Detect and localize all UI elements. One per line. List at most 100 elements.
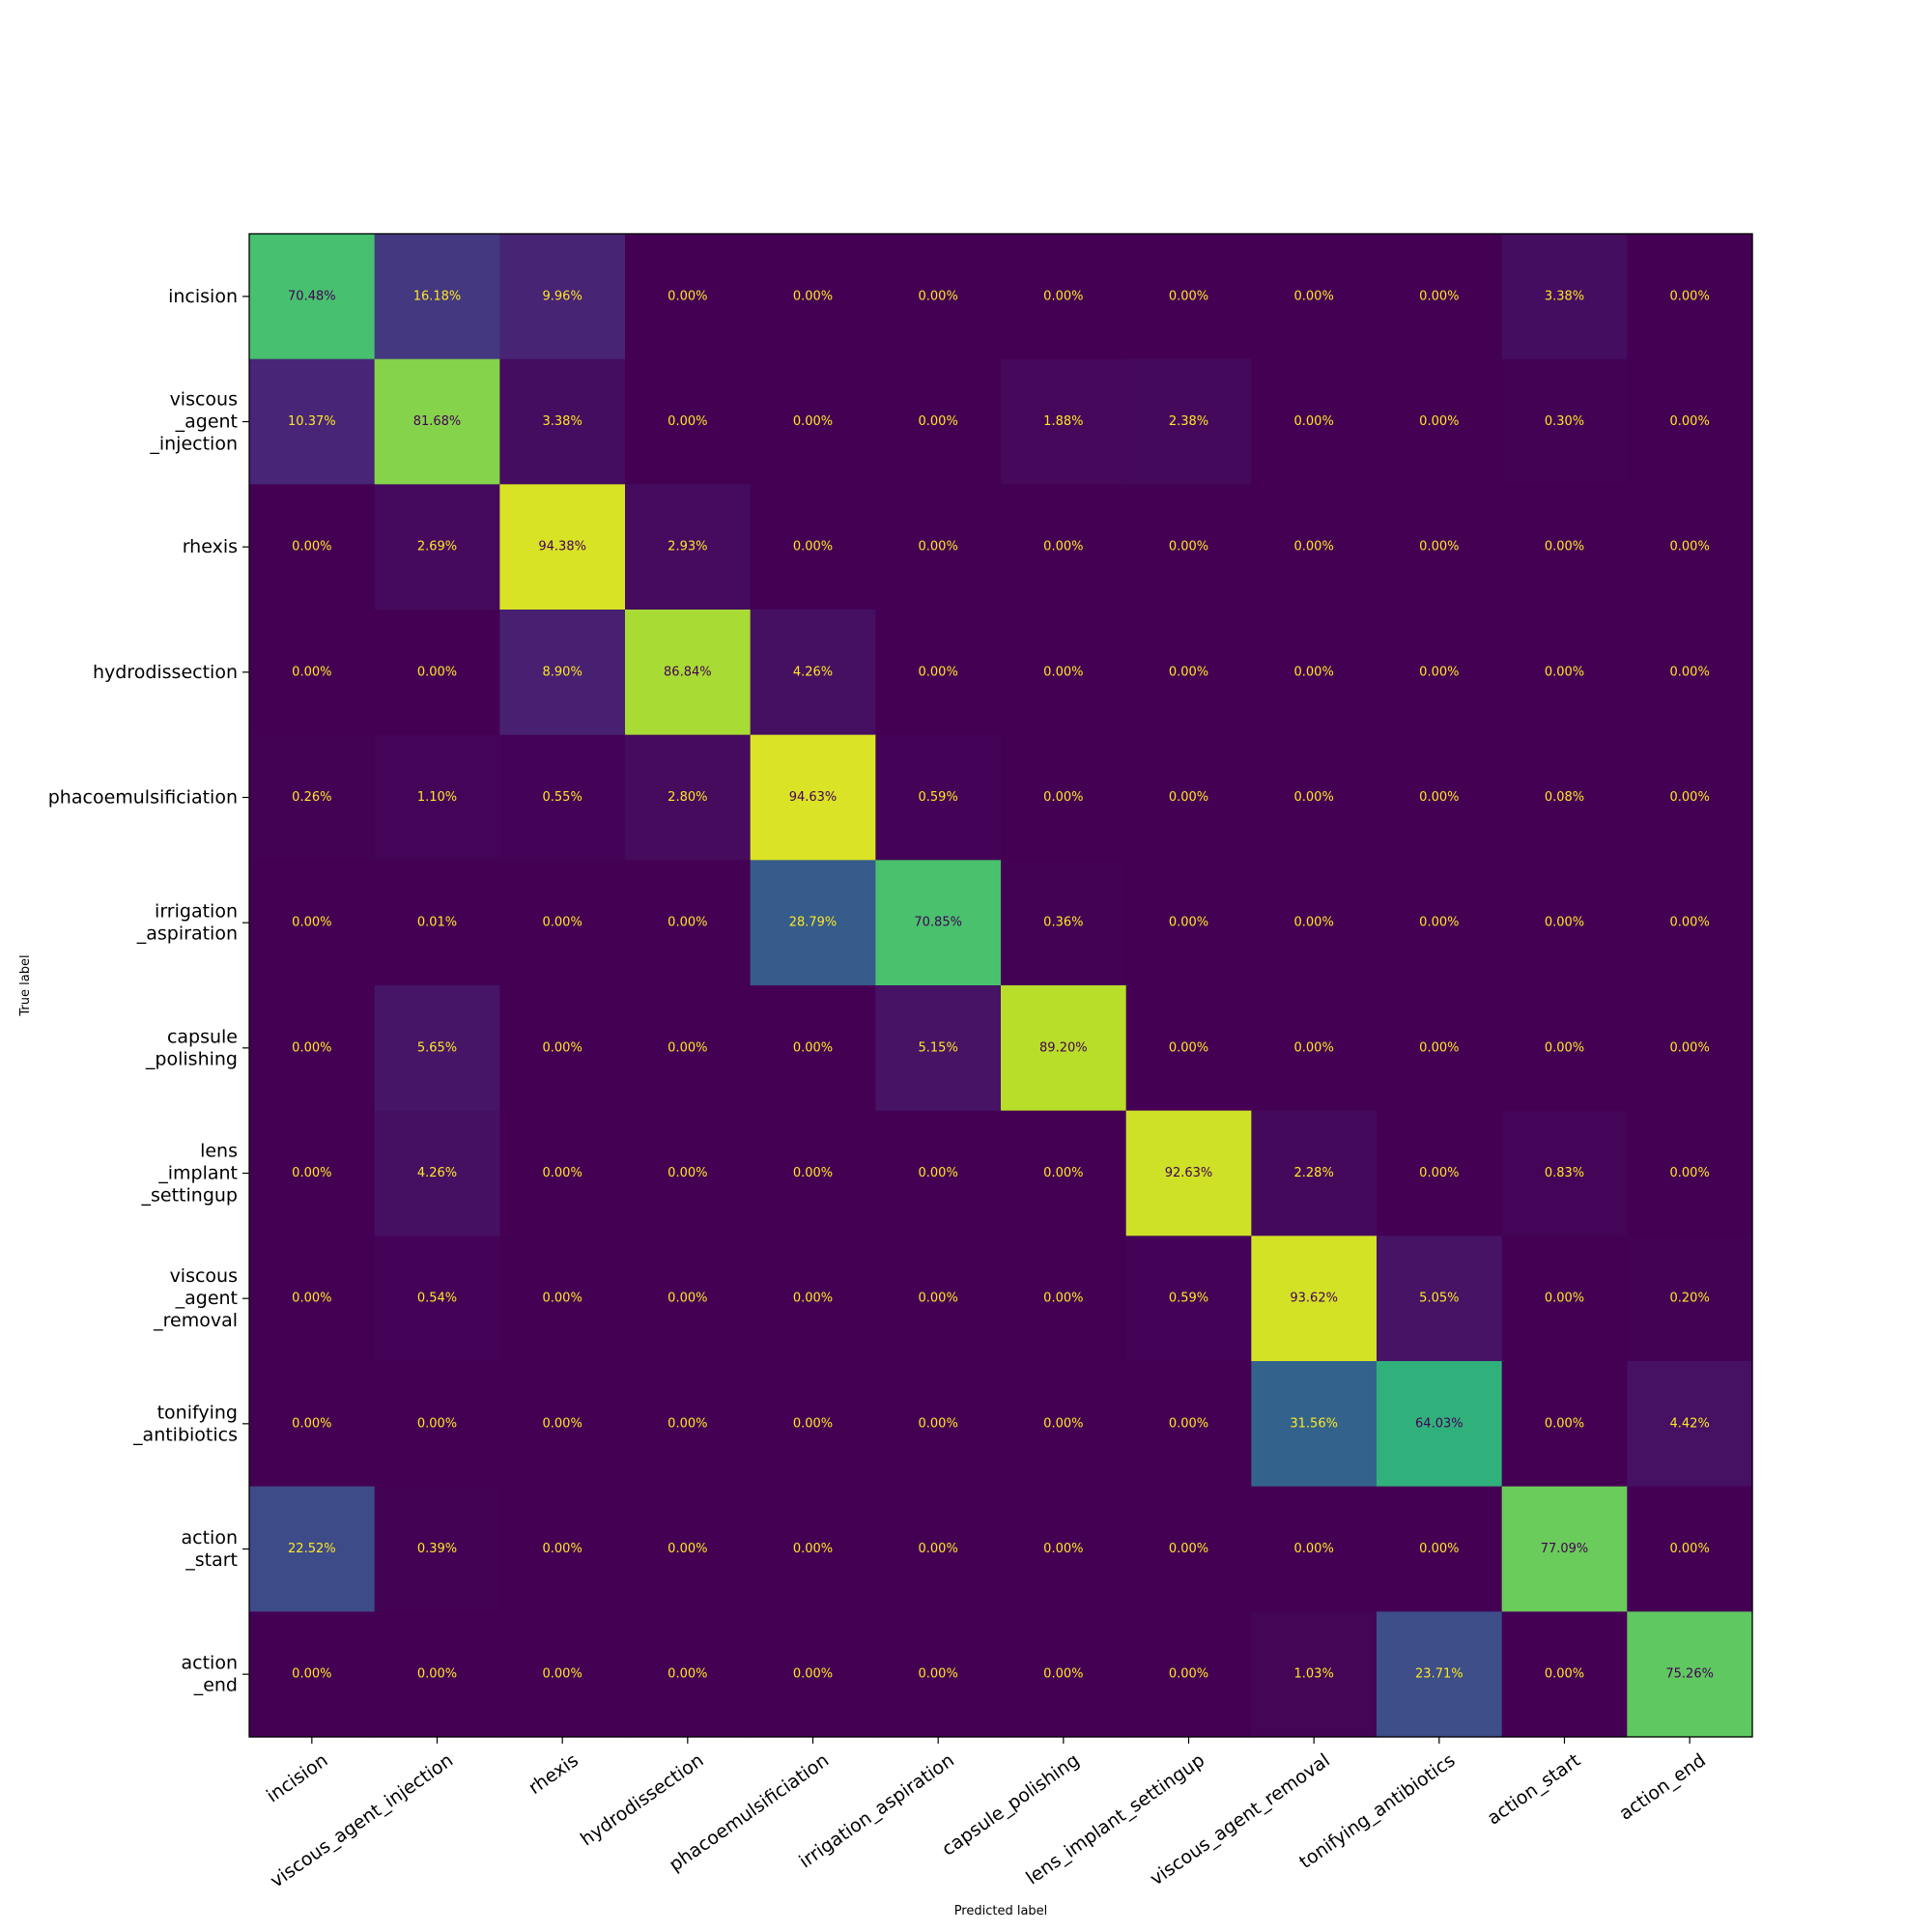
heatmap-cell-label: 0.00%	[1545, 1667, 1584, 1682]
heatmap-cell	[625, 985, 752, 1112]
heatmap-cell	[1627, 1361, 1753, 1488]
heatmap-cell	[625, 1486, 752, 1612]
heatmap-cell	[1377, 860, 1503, 986]
heatmap-cell	[499, 1611, 626, 1738]
heatmap-cell	[1627, 1486, 1753, 1612]
heatmap-cell-label: 4.26%	[417, 1166, 457, 1180]
heatmap-cell-label: 31.56%	[1290, 1416, 1338, 1431]
heatmap-cell-label: 0.00%	[793, 1667, 833, 1682]
heatmap-cell	[1627, 358, 1753, 485]
heatmap-cell	[1501, 1611, 1628, 1738]
x-tick-label: rhexis	[525, 1749, 582, 1799]
heatmap-cells	[249, 234, 1753, 1738]
heatmap-cell-label: 4.42%	[1670, 1416, 1710, 1431]
heatmap-cell-label: 0.00%	[1294, 1040, 1334, 1055]
heatmap-cell-label: 0.00%	[1169, 1040, 1208, 1055]
heatmap-cell	[625, 610, 752, 736]
heatmap-cell-label: 0.30%	[1545, 414, 1584, 429]
heatmap-cell-label: 0.00%	[1545, 540, 1584, 554]
heatmap-cell	[1501, 1361, 1628, 1488]
heatmap-cell	[1251, 1361, 1378, 1488]
heatmap-cell-label: 2.38%	[1169, 414, 1208, 429]
heatmap-cell-label: 0.00%	[919, 1542, 958, 1556]
heatmap-cell-label: 0.00%	[1294, 665, 1334, 679]
heatmap-cell-label: 89.20%	[1039, 1040, 1088, 1055]
heatmap-cell	[625, 358, 752, 485]
heatmap-cell	[1001, 1361, 1127, 1488]
x-tick-label: action_start	[1484, 1749, 1585, 1829]
heatmap-cell-label: 0.00%	[793, 540, 833, 554]
heatmap-cell	[374, 610, 500, 736]
heatmap-cell	[249, 358, 376, 485]
heatmap-cell-label: 0.00%	[292, 665, 331, 679]
heatmap-cell	[1001, 860, 1127, 986]
heatmap-cell	[249, 734, 376, 861]
heatmap-cell	[249, 1361, 376, 1488]
y-tick-label: tonifying _antibiotics	[132, 1402, 238, 1445]
heatmap-cell-label: 0.00%	[1169, 1667, 1208, 1682]
heatmap-cell	[1251, 1611, 1378, 1738]
heatmap-cell-label: 70.85%	[914, 916, 962, 930]
heatmap-cell-label: 0.00%	[1294, 414, 1334, 429]
heatmap-cell-label: 0.00%	[1419, 1166, 1459, 1180]
heatmap-cell	[1501, 1486, 1628, 1612]
heatmap-cell	[750, 1486, 876, 1612]
heatmap-cell	[1125, 1361, 1252, 1488]
heatmap-cell-label: 2.28%	[1294, 1166, 1334, 1180]
heatmap-cell-label: 94.38%	[538, 540, 586, 554]
heatmap-cell-label: 2.93%	[668, 540, 707, 554]
heatmap-cell	[875, 1611, 1002, 1738]
heatmap-cell-label: 3.38%	[543, 414, 582, 429]
heatmap-cell-label: 0.00%	[1670, 414, 1710, 429]
y-tick-label: irrigation _aspiration	[136, 901, 238, 945]
heatmap-cell	[1501, 985, 1628, 1112]
x-tick-label: action_end	[1615, 1749, 1710, 1825]
y-axis-label: True label	[18, 954, 33, 1016]
heatmap-cell-label: 0.26%	[292, 790, 331, 805]
heatmap-cell-label: 81.68%	[413, 414, 462, 429]
heatmap-cell-label: 0.00%	[543, 1667, 582, 1682]
heatmap-cell-label: 0.00%	[1043, 665, 1083, 679]
heatmap-cell	[1001, 234, 1127, 360]
heatmap-cell	[1125, 1236, 1252, 1362]
heatmap-cell-label: 0.00%	[1419, 790, 1459, 805]
heatmap-cell-label: 64.03%	[1415, 1416, 1463, 1431]
heatmap-cell	[1501, 610, 1628, 736]
heatmap-cell-label: 0.00%	[1043, 1416, 1083, 1431]
heatmap-cell	[625, 1611, 752, 1738]
heatmap-cell	[1125, 358, 1252, 485]
heatmap-cell	[1501, 1110, 1628, 1236]
heatmap-cell-label: 23.71%	[1415, 1667, 1463, 1682]
heatmap-cell	[499, 234, 626, 360]
heatmap-cell	[374, 484, 500, 611]
heatmap-cell	[625, 484, 752, 611]
heatmap-cell	[1377, 734, 1503, 861]
heatmap-cell	[1377, 234, 1503, 360]
y-tick-label: rhexis	[183, 536, 238, 557]
heatmap-cell-label: 0.00%	[793, 414, 833, 429]
heatmap-cell-label: 0.83%	[1545, 1166, 1584, 1180]
heatmap-cell	[1627, 734, 1753, 861]
y-tick-label: lens _implant _settingup	[141, 1141, 238, 1207]
heatmap-cell-label: 0.00%	[1670, 1166, 1710, 1180]
heatmap-cell	[499, 734, 626, 861]
heatmap-cell-label: 0.00%	[1169, 790, 1208, 805]
heatmap-cell-label: 0.00%	[1043, 1292, 1083, 1306]
heatmap-cell-label: 0.00%	[919, 540, 958, 554]
heatmap-cell-label: 0.00%	[919, 1667, 958, 1682]
plot-frame	[248, 233, 1753, 1738]
heatmap-cell	[249, 610, 376, 736]
heatmap-cell-label: 0.00%	[1294, 1542, 1334, 1556]
heatmap-cell-label: 0.00%	[1419, 1542, 1459, 1556]
heatmap-cell	[1001, 734, 1127, 861]
heatmap-cell	[249, 985, 376, 1112]
heatmap-cell	[1501, 358, 1628, 485]
heatmap-cell	[1001, 1110, 1127, 1236]
heatmap-cell-label: 0.00%	[1670, 1542, 1710, 1556]
heatmap-cell	[625, 860, 752, 986]
heatmap-cell	[1377, 484, 1503, 611]
heatmap-cell	[1001, 358, 1127, 485]
heatmap-cell	[1251, 358, 1378, 485]
